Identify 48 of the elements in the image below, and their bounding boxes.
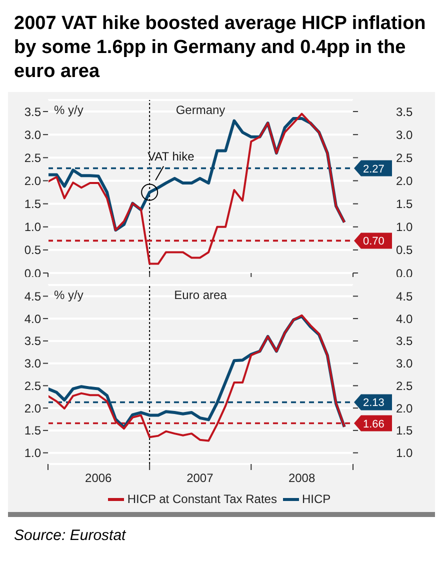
legend-label: HICP [300,492,331,506]
y-tick-label: 4.0 [24,312,42,326]
x-tick-label: 2007 [186,471,214,485]
y2-tick-label: 2.5 [396,150,414,165]
y-tick-label: 3.5 [24,104,42,119]
y-tick-label: 3.5 [24,334,42,348]
y2-tick-label: 3.5 [396,334,414,348]
x-tick-label: 2008 [288,471,316,485]
y-tick-label: 4.5 [24,289,42,304]
y-axis-title: % y/y [54,288,84,302]
y-tick-label: 2.5 [24,378,42,393]
x-tick-label: 2006 [85,471,112,485]
y2-tick-label: 4.0 [396,312,414,326]
chart-title: Euro area [174,288,228,302]
y2-tick-label: 3.0 [396,356,414,371]
y2-tick-label: 2.0 [396,174,414,188]
y2-tick-label: 0.0 [396,266,414,280]
y-tick-label: 1.5 [24,197,42,212]
y-tick-label: 3.0 [24,128,42,142]
y-tick-label: 2.0 [24,174,42,188]
ref-line-label: 2.27 [363,163,384,176]
y-axis-title: % y/y [54,103,84,117]
y2-tick-label: 0.5 [396,243,414,258]
annotation: VAT hike [148,149,195,164]
y2-tick-label: 3.0 [396,128,414,142]
y2-tick-label: 1.0 [396,446,414,460]
ref-line-label: 0.70 [363,236,384,248]
y-tick-label: 0.5 [24,243,42,258]
y-tick-label: 2.0 [24,401,42,416]
y2-tick-label: 1.5 [396,197,414,212]
chart-title: 2007 VAT hike boosted average HICP inflation by some 1.6pp in Germany and 0.4pp in the euro area [8,8,435,92]
y-tick-label: 1.0 [24,446,42,460]
legend-label: HICP at Constant Tax Rates [126,492,277,506]
y2-tick-label: 2.0 [396,401,414,416]
y-tick-label: 1.5 [24,424,42,438]
y-tick-label: 2.5 [24,150,42,165]
y2-tick-label: 1.5 [396,424,414,438]
y2-tick-label: 2.5 [396,378,414,393]
y2-tick-label: 4.5 [396,289,414,304]
y-tick-label: 3.0 [24,356,42,371]
y-tick-label: 0.0 [24,266,42,280]
ref-line-label: 1.66 [363,418,384,430]
y-tick-label: 1.0 [24,220,42,234]
ref-line-label: 2.13 [363,397,384,410]
source-note: Source: Eurostat [8,512,435,554]
chart-subtitle: Germany [176,103,226,117]
y2-tick-label: 3.5 [396,104,414,119]
y2-tick-label: 1.0 [396,220,414,234]
